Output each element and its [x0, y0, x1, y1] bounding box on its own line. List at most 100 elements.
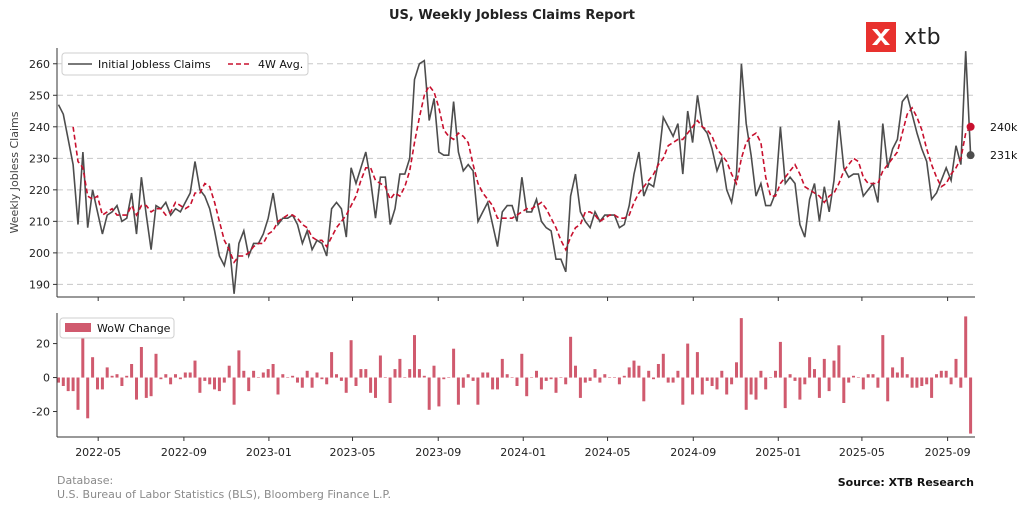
wow-bar [886, 377, 890, 402]
wow-bar [544, 377, 548, 381]
wow-bar [852, 375, 855, 378]
wow-bar [778, 341, 782, 378]
wow-bar [149, 377, 153, 397]
wow-bar [437, 377, 441, 407]
wow-bar [695, 352, 699, 378]
wow-bar [486, 372, 490, 378]
wow-bar [500, 358, 504, 378]
wow-bar [505, 374, 509, 378]
wow-bar [866, 374, 870, 378]
wow-bar [491, 377, 495, 390]
wow-bar [349, 340, 353, 378]
wow-bar [617, 377, 621, 385]
wow-bar [378, 355, 382, 378]
y-tick-label: 240 [29, 121, 50, 134]
wow-bar [788, 374, 792, 378]
wow-bar [915, 377, 919, 388]
y-tick-label: 230 [29, 152, 50, 165]
wow-bar [120, 377, 124, 386]
database-label: Database: [57, 474, 114, 487]
wow-bar [276, 377, 280, 395]
y-tick-label: 0 [43, 372, 50, 385]
wow-bar [57, 377, 60, 383]
database-note: Database: U.S. Bureau of Labor Statistic… [57, 474, 391, 502]
avg-last-point [966, 122, 975, 131]
wow-bar [320, 377, 324, 380]
wow-bar [110, 375, 114, 378]
wow-bar [154, 353, 158, 378]
wow-bar [637, 365, 641, 378]
wow-change-panel: -20 0 20 2022-05 2022-09 2023-01 2023-05 2023-0… [32, 313, 975, 459]
wow-bar [374, 377, 377, 398]
wow-bar [81, 338, 85, 378]
wow-bar [559, 377, 563, 378]
x-tick-label: 2024-09 [670, 446, 716, 459]
wow-bar [300, 377, 304, 388]
wow-bar [408, 369, 412, 378]
wow-bar [808, 357, 812, 378]
wow-bar [427, 377, 431, 410]
database-sources: U.S. Bureau of Labor Statistics (BLS), B… [57, 488, 391, 501]
wow-bar [174, 374, 177, 378]
y-tick-label: 190 [29, 278, 50, 291]
claims-panel: 190 200 210 220 230 240 250 260 Weekly Jobless C… [8, 48, 1018, 301]
wow-bar [715, 377, 719, 390]
wow-bar [564, 377, 568, 385]
wow-bar [364, 369, 368, 378]
claims-last-point [966, 151, 975, 160]
x-tick-label: 2022-09 [161, 446, 207, 459]
avg-last-label: 240k [990, 121, 1018, 134]
wow-bar [822, 358, 826, 378]
wow-bar [281, 374, 285, 378]
wow-bar [920, 377, 924, 386]
wow-bar [247, 377, 251, 392]
y-axis-label: Weekly Jobless Claims [8, 111, 21, 233]
wow-bar [525, 377, 529, 397]
wow-bar [252, 370, 256, 378]
wow-bar [739, 318, 743, 378]
wow-bar [135, 377, 138, 400]
wow-bar [237, 350, 241, 378]
wow-bar [856, 377, 860, 378]
wow-bar [627, 367, 631, 378]
wow-bar [61, 377, 65, 386]
wow-bar [876, 377, 880, 388]
x-tick-label: 2025-01 [755, 446, 801, 459]
wow-bar [183, 372, 187, 378]
wow-bar [652, 377, 655, 380]
wow-legend: WoW Change [59, 317, 175, 339]
wow-bar [413, 335, 416, 378]
y-tick-label: -20 [32, 406, 50, 419]
avg-series-line [72, 84, 972, 264]
y-tick-label: 20 [36, 338, 50, 351]
wow-bar [496, 377, 499, 390]
wow-bar [735, 362, 738, 378]
wow-bar [710, 377, 714, 386]
wow-bar [432, 365, 436, 378]
wow-bar [388, 377, 392, 403]
wow-bar [515, 377, 519, 386]
wow-bar [671, 377, 675, 383]
wow-bar [554, 377, 558, 393]
wow-bar [598, 377, 602, 383]
wow-bar [535, 370, 538, 378]
wow-bar [720, 370, 724, 378]
wow-bar [96, 377, 99, 390]
wow-bar [622, 375, 626, 378]
wow-bar [593, 369, 597, 378]
wow-bar [681, 377, 685, 405]
wow-bar [164, 374, 168, 378]
wow-bar [871, 374, 875, 378]
wow-bar [803, 377, 807, 385]
wow-bar [900, 357, 904, 378]
wow-bar [466, 374, 470, 378]
wow-bar [588, 377, 592, 381]
wow-bar [198, 377, 202, 393]
wow-bar [71, 377, 75, 392]
wow-bar [783, 377, 787, 409]
wow-bar [266, 369, 270, 378]
legend-claims-label: Initial Jobless Claims [98, 58, 211, 71]
wow-bar [676, 370, 680, 378]
wow-bar [100, 377, 104, 390]
wow-bar [222, 377, 226, 383]
